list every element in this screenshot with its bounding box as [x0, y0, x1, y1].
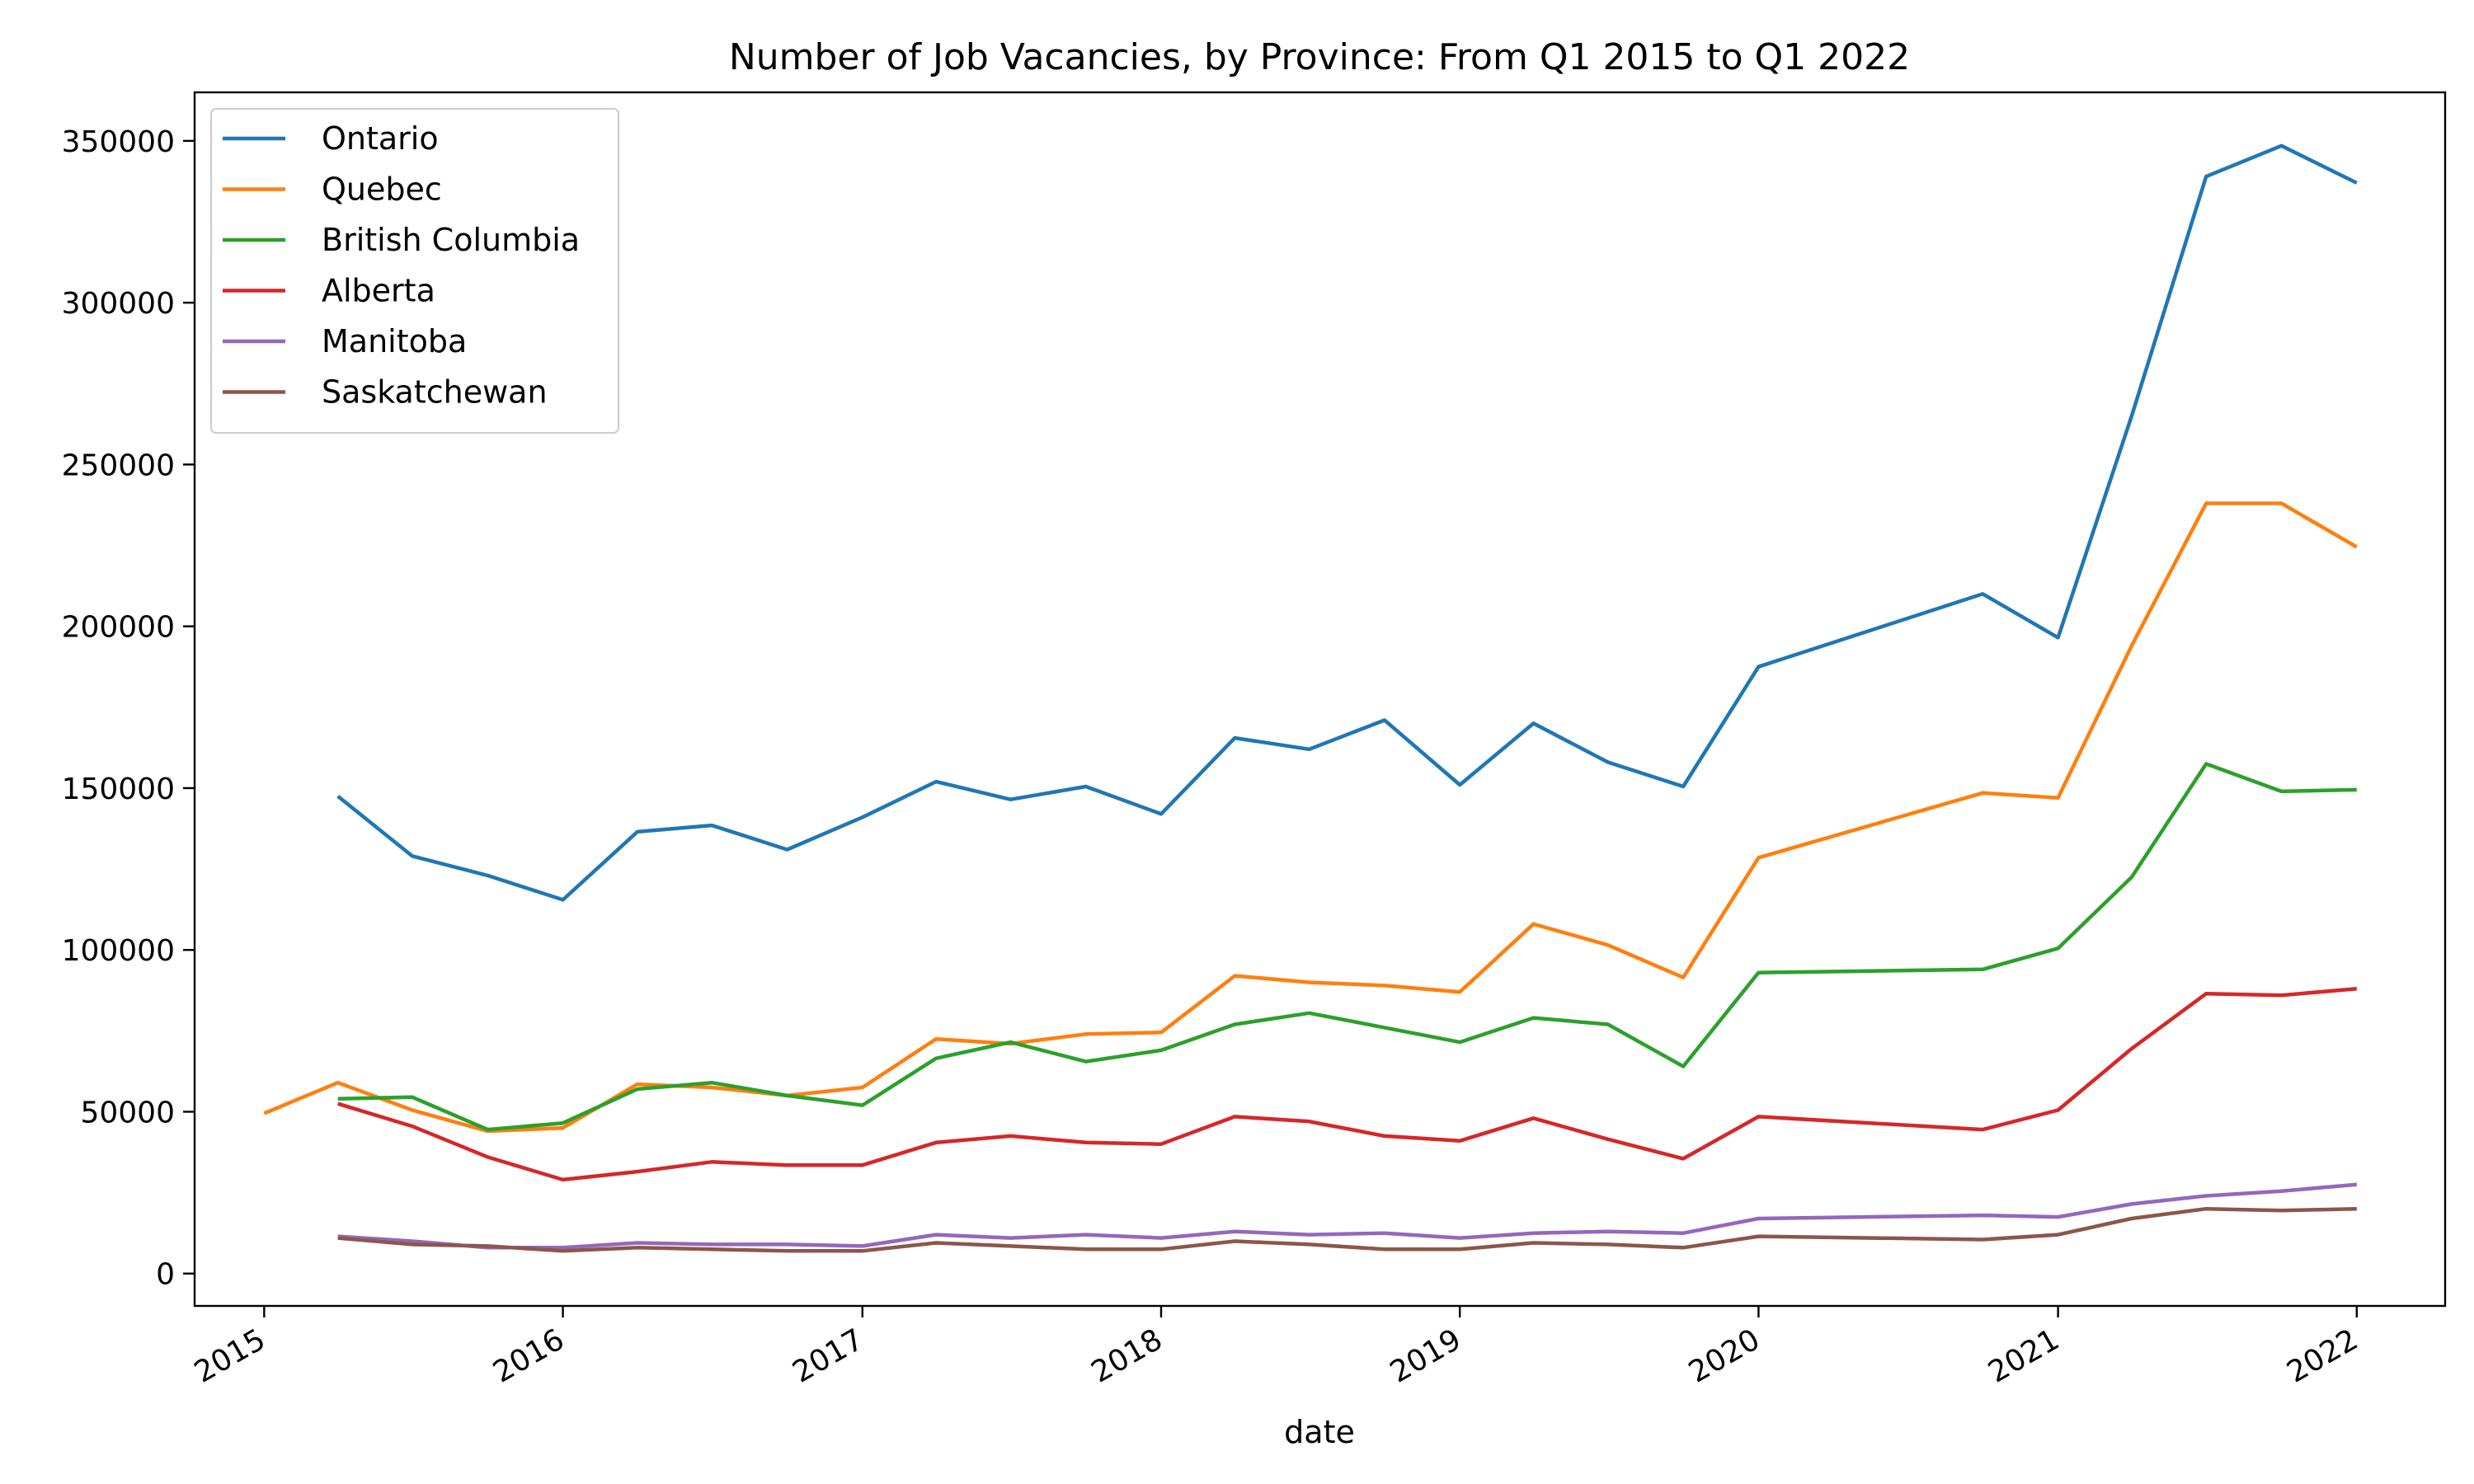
y-tick-label: 200000: [62, 611, 175, 645]
y-axis: 0 50000 100000 150000 200000 250000 300000 3500…: [62, 125, 195, 1292]
series-line-alberta: [337, 987, 2357, 1182]
plot-area: [263, 143, 2358, 1253]
axes-frame: [193, 91, 2447, 1308]
series-line-manitoba: [337, 1182, 2357, 1250]
y-tick-label: 100000: [62, 934, 175, 968]
y-tick-label: 0: [156, 1258, 175, 1292]
chart-title: Number of Job Vacancies, by Province: Fr…: [729, 36, 1910, 78]
y-tick-label: 150000: [62, 773, 175, 806]
legend-label: Saskatchewan: [322, 374, 548, 411]
y-tick-label: 300000: [62, 287, 175, 321]
series-line-ontario: [336, 143, 2358, 902]
x-tick-label: 2022: [2281, 1322, 2363, 1389]
legend-label: Quebec: [322, 171, 442, 208]
x-tick-label: 2021: [1982, 1322, 2065, 1389]
x-axis-label: date: [1284, 1414, 1355, 1450]
x-tick-label: 2017: [787, 1322, 869, 1389]
x-tick-label: 2019: [1385, 1322, 1467, 1389]
x-axis: 2015 2016 2017 2018 2019 2020 2021 2022: [189, 1306, 2363, 1390]
y-tick-label: 250000: [62, 448, 175, 482]
series-line-saskatchewan: [337, 1206, 2357, 1253]
y-tick-label: 50000: [80, 1096, 175, 1129]
legend-label: Alberta: [322, 273, 435, 309]
legend: Ontario Quebec British Columbia Alberta Mani…: [210, 108, 619, 434]
series-line-british-columbia: [337, 762, 2357, 1132]
x-tick-label: 2016: [487, 1322, 570, 1389]
legend-label: British Columbia: [322, 222, 580, 258]
x-tick-label: 2015: [189, 1322, 271, 1389]
x-tick-label: 2020: [1683, 1322, 1766, 1389]
legend-box: [210, 108, 619, 434]
legend-label: Ontario: [322, 120, 439, 157]
series-line-quebec: [263, 501, 2358, 1134]
y-tick-label: 350000: [62, 125, 175, 159]
legend-label: Manitoba: [322, 323, 467, 359]
x-tick-label: 2018: [1086, 1322, 1169, 1389]
